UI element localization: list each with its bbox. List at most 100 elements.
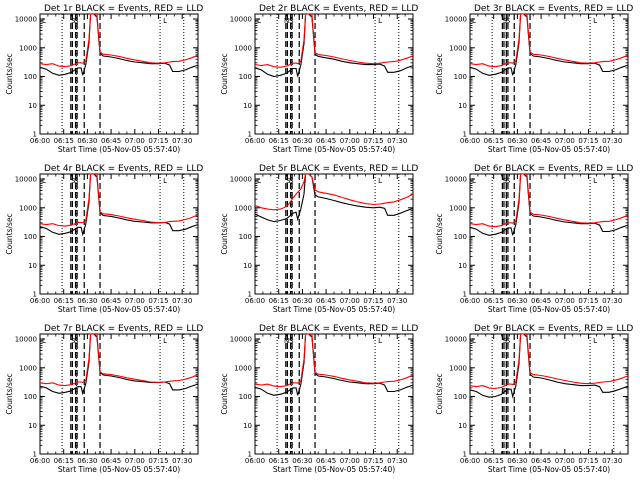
y-tick-label: 100 <box>239 393 252 401</box>
y-tick-label: 1 <box>33 131 37 139</box>
x-tick-label: 07:30 <box>387 137 407 145</box>
y-tick-label: 100 <box>24 393 37 401</box>
corner-marker: L <box>472 177 476 185</box>
x-tick-label: 06:30 <box>292 457 312 465</box>
corner-marker: L <box>42 177 46 185</box>
y-tick-label: 10 <box>458 422 467 430</box>
y-tick-label: 10000 <box>15 16 37 24</box>
y-tick-label: 10000 <box>15 336 37 344</box>
y-tick-label: 1000 <box>19 44 37 52</box>
corner-marker: L <box>163 337 167 345</box>
series-group <box>40 334 198 396</box>
panel-title: Det 1r BLACK = Events, RED = LLD <box>44 4 203 14</box>
x-axis-label: Start Time (05-Nov-05 05:57:40) <box>273 465 395 474</box>
series-line-events <box>470 14 628 76</box>
y-tick-label: 1000 <box>449 44 467 52</box>
y-tick-label: 1 <box>248 291 252 299</box>
detector-panel-1: Det 1r BLACK = Events, RED = LLD 1 10 100 10… <box>5 4 203 154</box>
x-tick-label: 06:15 <box>484 457 504 465</box>
y-tick-label: 100 <box>239 73 252 81</box>
x-tick-label: 06:15 <box>484 137 504 145</box>
x-tick-label: 06:45 <box>101 297 121 305</box>
y-tick-label: 10 <box>458 262 467 270</box>
series-line-events <box>255 174 413 223</box>
x-tick-label: 06:00 <box>30 297 50 305</box>
x-tick-label: 07:30 <box>387 297 407 305</box>
event-marker: S <box>289 177 294 185</box>
x-tick-label: 07:30 <box>172 457 192 465</box>
series-line-events <box>40 174 198 237</box>
y-axis-label: Counts/sec <box>5 213 14 254</box>
x-tick-label: 07:30 <box>387 457 407 465</box>
event-marker: S <box>74 177 79 185</box>
series-line-lld <box>255 14 413 68</box>
x-tick-label: 07:00 <box>340 297 360 305</box>
x-tick-label: 06:45 <box>531 297 551 305</box>
x-axis-label: Start Time (05-Nov-05 05:57:40) <box>488 305 610 314</box>
x-tick-label: 06:00 <box>245 137 265 145</box>
y-tick-label: 1000 <box>234 44 252 52</box>
y-tick-label: 10000 <box>230 16 252 24</box>
x-tick-label: 07:00 <box>555 297 575 305</box>
x-tick-label: 07:15 <box>363 137 383 145</box>
series-line-events <box>255 14 413 78</box>
y-tick-label: 100 <box>454 393 467 401</box>
x-tick-label: 06:30 <box>77 137 97 145</box>
y-tick-label: 100 <box>454 233 467 241</box>
event-marker: S <box>289 337 294 345</box>
x-tick-label: 07:30 <box>602 297 622 305</box>
y-tick-label: 1000 <box>449 364 467 372</box>
x-tick-label: 06:45 <box>316 137 336 145</box>
detector-panel-4: Det 4r BLACK = Events, RED = LLD 1 10 100 10… <box>5 164 203 314</box>
y-tick-label: 1 <box>248 451 252 459</box>
x-axis-label: Start Time (05-Nov-05 05:57:40) <box>58 305 180 314</box>
x-tick-label: 06:30 <box>292 137 312 145</box>
x-tick-label: 06:15 <box>54 457 74 465</box>
x-tick-label: 07:00 <box>340 137 360 145</box>
detector-panel-8: Det 8r BLACK = Events, RED = LLD 1 10 100 10… <box>220 324 418 474</box>
series-line-lld <box>255 174 413 211</box>
series-line-lld <box>470 174 628 228</box>
y-tick-label: 10000 <box>230 336 252 344</box>
series-line-lld <box>470 14 628 68</box>
y-tick-label: 10000 <box>230 176 252 184</box>
detector-panel-7: Det 7r BLACK = Events, RED = LLD 1 10 100 10… <box>5 324 203 474</box>
x-tick-label: 06:00 <box>245 297 265 305</box>
x-tick-label: 07:00 <box>555 457 575 465</box>
y-tick-label: 1000 <box>234 204 252 212</box>
y-tick-label: 1000 <box>19 364 37 372</box>
detector-panel-2: Det 2r BLACK = Events, RED = LLD 1 10 100 10… <box>220 4 418 154</box>
x-tick-label: 06:45 <box>531 137 551 145</box>
x-tick-label: 06:15 <box>54 297 74 305</box>
series-line-lld <box>40 174 198 227</box>
series-group <box>470 14 628 76</box>
series-line-events <box>470 174 628 236</box>
detector-panel-5: Det 5r BLACK = Events, RED = LLD 1 10 100 10… <box>220 164 418 314</box>
y-tick-label: 10000 <box>445 336 467 344</box>
x-tick-label: 06:45 <box>316 457 336 465</box>
y-axis-label: Counts/sec <box>220 213 229 254</box>
corner-marker: L <box>257 337 261 345</box>
y-tick-label: 1 <box>463 291 467 299</box>
series-line-lld <box>470 334 628 390</box>
corner-marker: L <box>593 337 597 345</box>
y-tick-label: 100 <box>24 233 37 241</box>
y-tick-label: 10000 <box>445 176 467 184</box>
x-tick-label: 07:15 <box>148 297 168 305</box>
event-marker: S <box>74 337 79 345</box>
series-group <box>470 334 628 399</box>
x-tick-label: 06:15 <box>269 137 289 145</box>
corner-marker: L <box>593 177 597 185</box>
panel-title: Det 8r BLACK = Events, RED = LLD <box>259 324 418 334</box>
x-tick-label: 06:45 <box>531 457 551 465</box>
corner-marker: L <box>472 17 476 25</box>
corner-marker: L <box>163 177 167 185</box>
y-axis-label: Counts/sec <box>5 373 14 414</box>
y-tick-label: 100 <box>454 73 467 81</box>
y-axis-label: Counts/sec <box>435 53 444 94</box>
panel-title: Det 6r BLACK = Events, RED = LLD <box>474 164 633 174</box>
x-tick-label: 07:00 <box>555 137 575 145</box>
x-tick-label: 07:00 <box>125 137 145 145</box>
corner-marker: L <box>42 337 46 345</box>
